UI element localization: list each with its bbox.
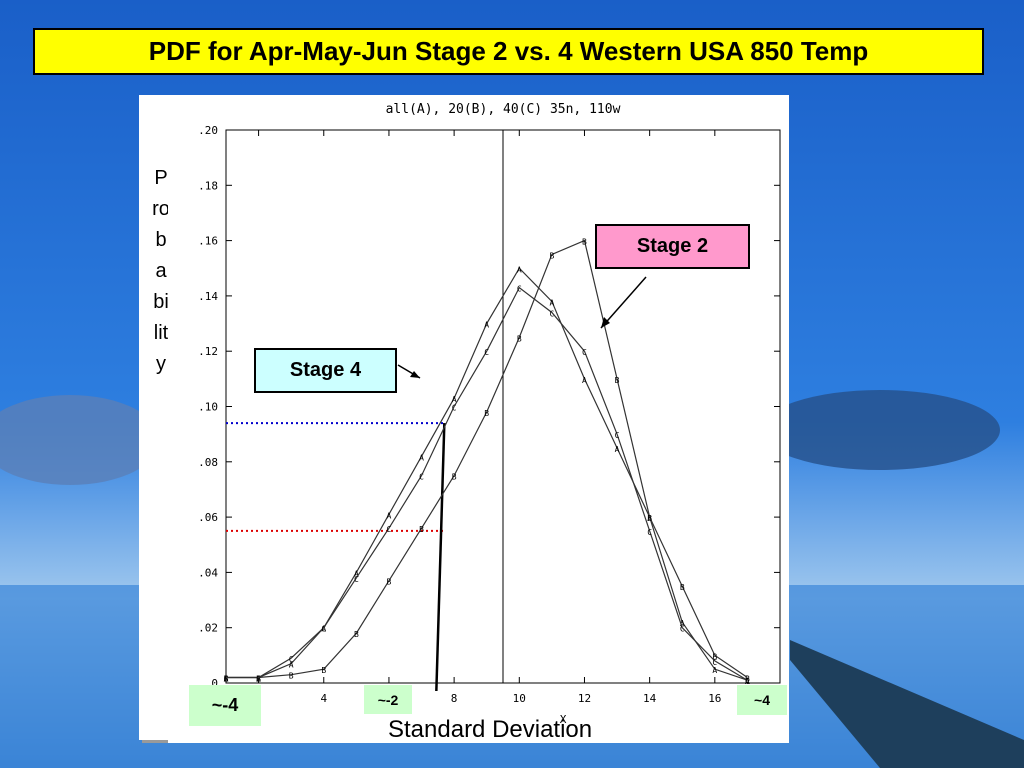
y-axis-label: Probability <box>152 167 170 375</box>
series-B-point: B <box>224 674 229 683</box>
series-A-point: A <box>517 265 522 274</box>
x-axis-small-label: X <box>560 713 567 726</box>
series-A-point: A <box>289 661 294 670</box>
series-B-point: B <box>354 630 359 639</box>
value-box-mid: ~-2 <box>364 685 412 714</box>
series-A-point: A <box>582 376 587 385</box>
value-box-right: ~4 <box>737 685 787 715</box>
series-C-point: C <box>256 674 261 683</box>
series-C-point: C <box>680 625 685 634</box>
y-tick-label: 0 <box>211 677 218 690</box>
series-B-point: B <box>419 525 424 534</box>
series-B-point: B <box>549 251 554 260</box>
series-C-point: C <box>289 655 294 664</box>
stage2-label-box: Stage 2 <box>595 224 750 269</box>
stage2-arrowhead <box>601 317 610 328</box>
series-A-point: A <box>321 625 326 634</box>
y-tick-label: .18 <box>198 179 218 192</box>
y-tick-label: .14 <box>198 290 218 303</box>
series-C-line <box>226 286 748 681</box>
series-A-point: A <box>484 321 489 330</box>
series-A-point: A <box>419 453 424 462</box>
series-A-point: A <box>224 674 229 683</box>
stage4-arrowhead <box>410 371 420 378</box>
stage4-label-box: Stage 4 <box>254 348 397 393</box>
y-tick-label: .10 <box>198 401 218 414</box>
value-box-left: ~-4 <box>189 685 261 726</box>
series-C-point: C <box>582 348 587 357</box>
series-A-point: A <box>745 677 750 686</box>
y-tick-label: .02 <box>198 622 218 635</box>
series-B-point: B <box>484 409 489 418</box>
drop-line <box>435 423 446 692</box>
series-C-point: C <box>517 285 522 294</box>
y-tick-label: .20 <box>198 124 218 137</box>
y-tick-label: .16 <box>198 235 218 248</box>
series-C-point: C <box>452 404 457 413</box>
y-tick-label: .12 <box>198 345 218 358</box>
series-C-point: C <box>354 575 359 584</box>
series-A-point: A <box>452 395 457 404</box>
chart-title: all(A), 20(B), 40(C) 35n, 110w <box>386 102 621 117</box>
series-B-line <box>226 239 748 679</box>
series-C-point: C <box>484 348 489 357</box>
series-C-point: C <box>745 677 750 686</box>
series-B-point: B <box>712 652 717 661</box>
series-B-point: B <box>387 578 392 587</box>
slide-title: PDF for Apr-May-Jun Stage 2 vs. 4 Wester… <box>33 28 984 75</box>
series-A-point: A <box>256 674 261 683</box>
x-tick-label: 12 <box>578 692 591 705</box>
series-C-point: C <box>647 528 652 537</box>
series-A-point: A <box>712 666 717 675</box>
x-tick-label: 14 <box>643 692 657 705</box>
series-B-point: B <box>582 238 587 247</box>
series-B-point: B <box>647 514 652 523</box>
series-B-point: B <box>289 672 294 681</box>
series-A-line <box>226 267 748 681</box>
y-tick-label: .04 <box>198 566 218 579</box>
series-B-point: B <box>680 583 685 592</box>
series-A-point: A <box>549 298 554 307</box>
series-C-point: C <box>419 473 424 482</box>
x-tick-label: 16 <box>708 692 721 705</box>
series-B-point: B <box>452 473 457 482</box>
series-A-point: A <box>615 445 620 454</box>
series-C-point: C <box>321 625 326 634</box>
series-B-point: B <box>517 334 522 343</box>
x-tick-label: 4 <box>320 692 327 705</box>
pdf-chart: all(A), 20(B), 40(C) 35n, 110w 0 .02 .04 .06… <box>198 102 781 726</box>
series-A-point: A <box>387 511 392 520</box>
series-A-point: A <box>680 619 685 628</box>
plot-panel: all(A), 20(B), 40(C) 35n, 110w 0 .02 .04 .06… <box>168 95 789 743</box>
series-C-point: C <box>549 309 554 318</box>
stage2-arrow <box>600 276 647 329</box>
series-C-point: C <box>387 525 392 534</box>
x-tick-label: 10 <box>513 692 526 705</box>
series-A-point: A <box>354 569 359 578</box>
series-B-point: B <box>745 674 750 683</box>
x-tick-label: 8 <box>451 692 458 705</box>
x-axis-label: Standard Deviation <box>388 716 593 743</box>
series-C-point: C <box>712 658 717 667</box>
series-C-point: C <box>615 431 620 440</box>
series-B-point: B <box>321 666 326 675</box>
y-tick-label: .08 <box>198 456 218 469</box>
series-B-point: B <box>615 376 620 385</box>
series-C-point: C <box>224 674 229 683</box>
y-tick-label: .06 <box>198 511 218 524</box>
series-B-point: B <box>256 674 261 683</box>
